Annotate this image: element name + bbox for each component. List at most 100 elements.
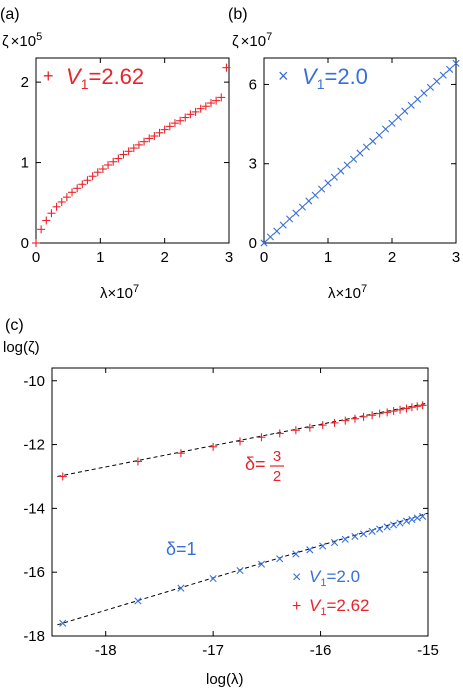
panel-b-point-d2 xyxy=(369,137,377,145)
panel-b-point-d2 xyxy=(266,233,274,241)
panel-b-point-d2 xyxy=(260,239,268,247)
panel-b-point xyxy=(298,203,306,211)
panel-b-point xyxy=(369,137,377,145)
panel-c-point xyxy=(413,514,421,522)
panel-a-legend-label: V1=2.62 xyxy=(66,64,144,92)
panel-c-legend-label-red: V1=2.62 xyxy=(309,596,369,618)
panel-a-point xyxy=(68,188,77,197)
panel-a-legend-marker: + xyxy=(43,66,54,86)
panel-c-point-d2 xyxy=(330,538,339,547)
panel-a-point xyxy=(83,176,92,185)
panel-c-point xyxy=(276,555,284,563)
panel-c-legend-marker-blue: × xyxy=(292,569,301,586)
panel-a-xtick-label: 1 xyxy=(96,249,104,266)
panel-a-letter: (a) xyxy=(0,6,20,23)
panel-b-point-d2 xyxy=(305,197,313,205)
panel-c-frame xyxy=(51,367,429,637)
panel-b-point-d2 xyxy=(433,77,441,85)
panel-b-point xyxy=(388,119,396,127)
panel-c-point xyxy=(402,404,411,413)
panel-a-point xyxy=(42,216,51,225)
panel-a-xlabel: λ×107 xyxy=(100,283,139,302)
panel-b-frame xyxy=(263,57,457,244)
panel-c-point xyxy=(330,538,339,547)
panel-a-point xyxy=(57,197,66,206)
panel-b-point xyxy=(452,59,460,67)
panel-c-xtick-label: -15 xyxy=(417,642,439,659)
panel-c-point xyxy=(209,574,217,583)
panel-a-point xyxy=(196,104,205,113)
panel-b-point xyxy=(362,143,370,151)
panel-b-point xyxy=(318,185,326,193)
panel-a-point xyxy=(129,144,138,153)
panel-b-point xyxy=(356,149,364,157)
panel-b-point-d2 xyxy=(311,191,319,199)
panel-b-point xyxy=(375,131,383,139)
panel-b-point-d2 xyxy=(362,143,370,151)
panel-b-point-d2 xyxy=(439,71,447,79)
panel-a-axes: 0 1 2 3 0 1 2 xyxy=(21,57,233,266)
panel-c-point-d2 xyxy=(402,517,411,525)
panel-a-point xyxy=(104,160,113,169)
panel-c-point xyxy=(318,421,327,430)
panel-c-point xyxy=(383,523,391,531)
panel-c-point-d2 xyxy=(257,560,266,568)
panel-a-point xyxy=(98,165,107,173)
panel-c-point xyxy=(341,535,349,543)
panel-b-point-d2 xyxy=(337,167,345,175)
panel-b-point xyxy=(401,107,409,115)
panel-a-point xyxy=(119,150,128,159)
panel-a-point xyxy=(186,110,195,119)
panel-a-point xyxy=(93,168,102,177)
panel-a-xtick-label: 3 xyxy=(225,249,233,266)
panel-c-point xyxy=(291,426,300,435)
panel-c-point xyxy=(330,418,339,427)
panel-c-point xyxy=(236,437,244,446)
panel-b-point xyxy=(292,209,300,217)
delta-three-halves-numerator: 3 xyxy=(273,448,281,465)
panel-a-point xyxy=(150,132,159,141)
panel-c-point-d2 xyxy=(390,521,398,529)
panel-a-point xyxy=(222,63,231,72)
panel-b-point xyxy=(266,233,274,241)
panel-b-legend: × V1=2.0 xyxy=(278,64,368,92)
panel-b-point-d2 xyxy=(324,179,332,187)
panel-c-point xyxy=(58,472,67,481)
panel-a-point xyxy=(32,239,40,247)
panel-c-point xyxy=(292,550,300,558)
panel-c-xlabel: log(λ) xyxy=(206,671,244,688)
panel-b-point xyxy=(382,125,390,133)
panel-c-point xyxy=(396,519,404,527)
panel-c-point xyxy=(368,527,376,535)
panel-c-point xyxy=(177,584,185,592)
panel-b-point-d2 xyxy=(356,149,364,157)
panel-c-point xyxy=(134,597,142,605)
panel-b-legend-label: V1=2.0 xyxy=(302,64,368,92)
panel-b-point-d2 xyxy=(298,203,306,211)
panel-c-point xyxy=(383,408,392,417)
panel-c-point xyxy=(407,403,416,412)
panel-b-axes: 0 1 2 3 0 3 6 xyxy=(249,57,460,266)
panel-a-point xyxy=(160,125,169,134)
panel-b-point xyxy=(394,113,402,121)
panel-c-point xyxy=(319,542,327,550)
panel-a-point xyxy=(124,147,133,156)
panel-a-frame xyxy=(35,57,230,244)
panel-c-legend-label-blue: V1=2.0 xyxy=(309,567,360,589)
panel-c-point-d2 xyxy=(236,567,244,575)
panel-b-point xyxy=(420,89,428,97)
panel-b-point xyxy=(311,191,319,199)
panel-b-point xyxy=(260,239,268,247)
panel-a-point xyxy=(165,122,174,131)
panel-c-point xyxy=(408,515,416,524)
panel-c-point xyxy=(418,401,427,410)
panel-b-point-d2 xyxy=(394,113,402,121)
panel-a-xtick-label: 2 xyxy=(160,249,168,266)
panel-c-point-d2 xyxy=(209,574,217,583)
panel-b-point-d2 xyxy=(407,101,415,109)
panel-b-ytick-label: 6 xyxy=(249,76,257,93)
panel-c-point xyxy=(257,433,266,442)
panel-a-point xyxy=(109,157,118,166)
panel-c-ytick-label: -18 xyxy=(23,628,45,645)
panel-c-point-d2 xyxy=(319,542,327,550)
